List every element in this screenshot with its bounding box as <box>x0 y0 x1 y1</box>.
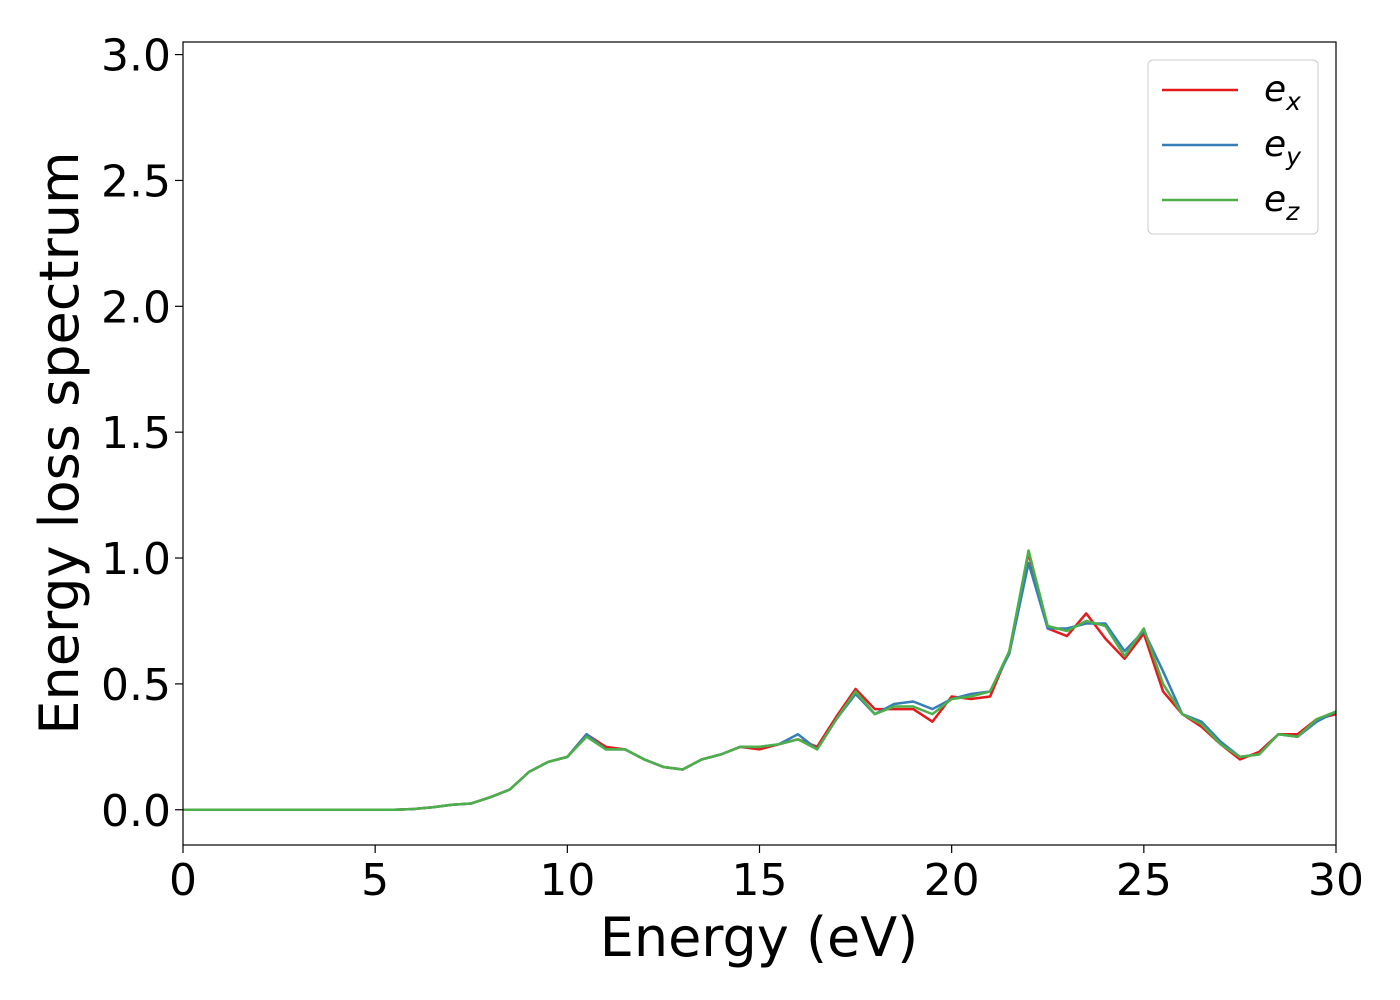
legend-box <box>1147 59 1319 235</box>
y-tick-label: 1.0 <box>101 534 171 585</box>
y-tick-label: 3.0 <box>101 31 171 82</box>
series-line <box>183 549 1337 812</box>
x-axis-label: Energy (eV) <box>600 906 919 969</box>
x-tick-label: 20 <box>924 855 980 906</box>
legend-label: ey <box>1264 124 1302 171</box>
y-tick-label: 1.5 <box>101 408 171 459</box>
x-tick-label: 0 <box>169 855 197 906</box>
y-tick-label: 2.0 <box>101 282 171 333</box>
x-tick-label: 30 <box>1308 855 1364 906</box>
plot-frame <box>182 41 1337 846</box>
y-tick-label: 0.5 <box>101 660 171 711</box>
y-tick-label: 2.5 <box>101 156 171 207</box>
x-tick-label: 25 <box>1116 855 1172 906</box>
x-tick-label: 10 <box>539 855 595 906</box>
y-axis-label: Energy loss spectrum <box>28 151 91 734</box>
x-tick-label: 5 <box>361 855 389 906</box>
series-line <box>183 561 1337 812</box>
legend-label: ex <box>1264 69 1301 116</box>
legend-label: ez <box>1264 179 1300 226</box>
x-tick-label: 15 <box>732 855 788 906</box>
y-tick-label: 0.0 <box>101 786 171 837</box>
